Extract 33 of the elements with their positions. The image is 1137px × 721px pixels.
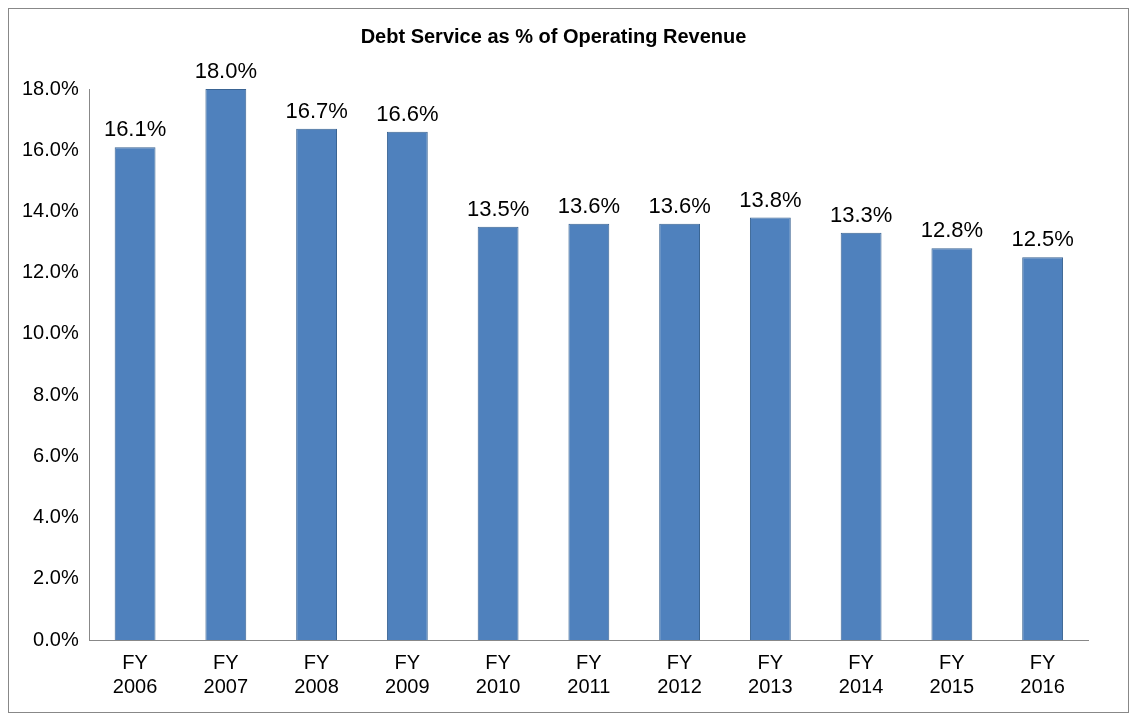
data-label: 12.8% (920, 217, 984, 243)
x-tick-label: FY 2013 (748, 650, 793, 697)
data-label: 12.5% (1011, 226, 1074, 252)
y-tick-label: 16.0% (21, 137, 79, 160)
y-tick-label: 6.0% (33, 443, 79, 466)
data-label: 13.6% (648, 192, 711, 218)
x-tick-label: FY 2011 (567, 650, 611, 697)
data-label: 13.3% (829, 201, 893, 227)
x-tick-label: FY 2008 (294, 650, 339, 697)
y-tick-label: 2.0% (33, 566, 79, 589)
x-tick-label: FY 2009 (385, 650, 430, 697)
x-tick-label: FY 2016 (1020, 650, 1065, 697)
x-tick-label: FY 2012 (657, 650, 702, 697)
data-label: 16.7% (285, 97, 348, 123)
y-tick-label: 8.0% (33, 382, 79, 405)
data-label: 18.0% (194, 58, 258, 84)
y-tick-label: 4.0% (33, 505, 79, 528)
x-tick-label: FY 2007 (203, 650, 249, 697)
x-tick-label: FY 2010 (475, 650, 521, 697)
data-label: 13.6% (557, 192, 621, 218)
y-tick-label: 10.0% (21, 321, 79, 344)
data-label: 16.1% (103, 116, 167, 142)
x-tick-label: FY 2006 (112, 650, 158, 697)
y-tick-label: 0.0% (33, 627, 79, 650)
x-tick-label: FY 2015 (929, 650, 975, 697)
data-label: 13.8% (739, 186, 802, 212)
y-tick-label: 14.0% (21, 198, 79, 221)
y-tick-label: 12.0% (21, 260, 79, 283)
data-label: 13.5% (466, 195, 530, 221)
data-label: 16.6% (376, 100, 439, 126)
x-tick-label: FY 2014 (838, 650, 884, 697)
y-tick-label: 18.0% (21, 76, 79, 99)
chart-title: Debt Service as % of Operating Revenue (360, 24, 747, 47)
